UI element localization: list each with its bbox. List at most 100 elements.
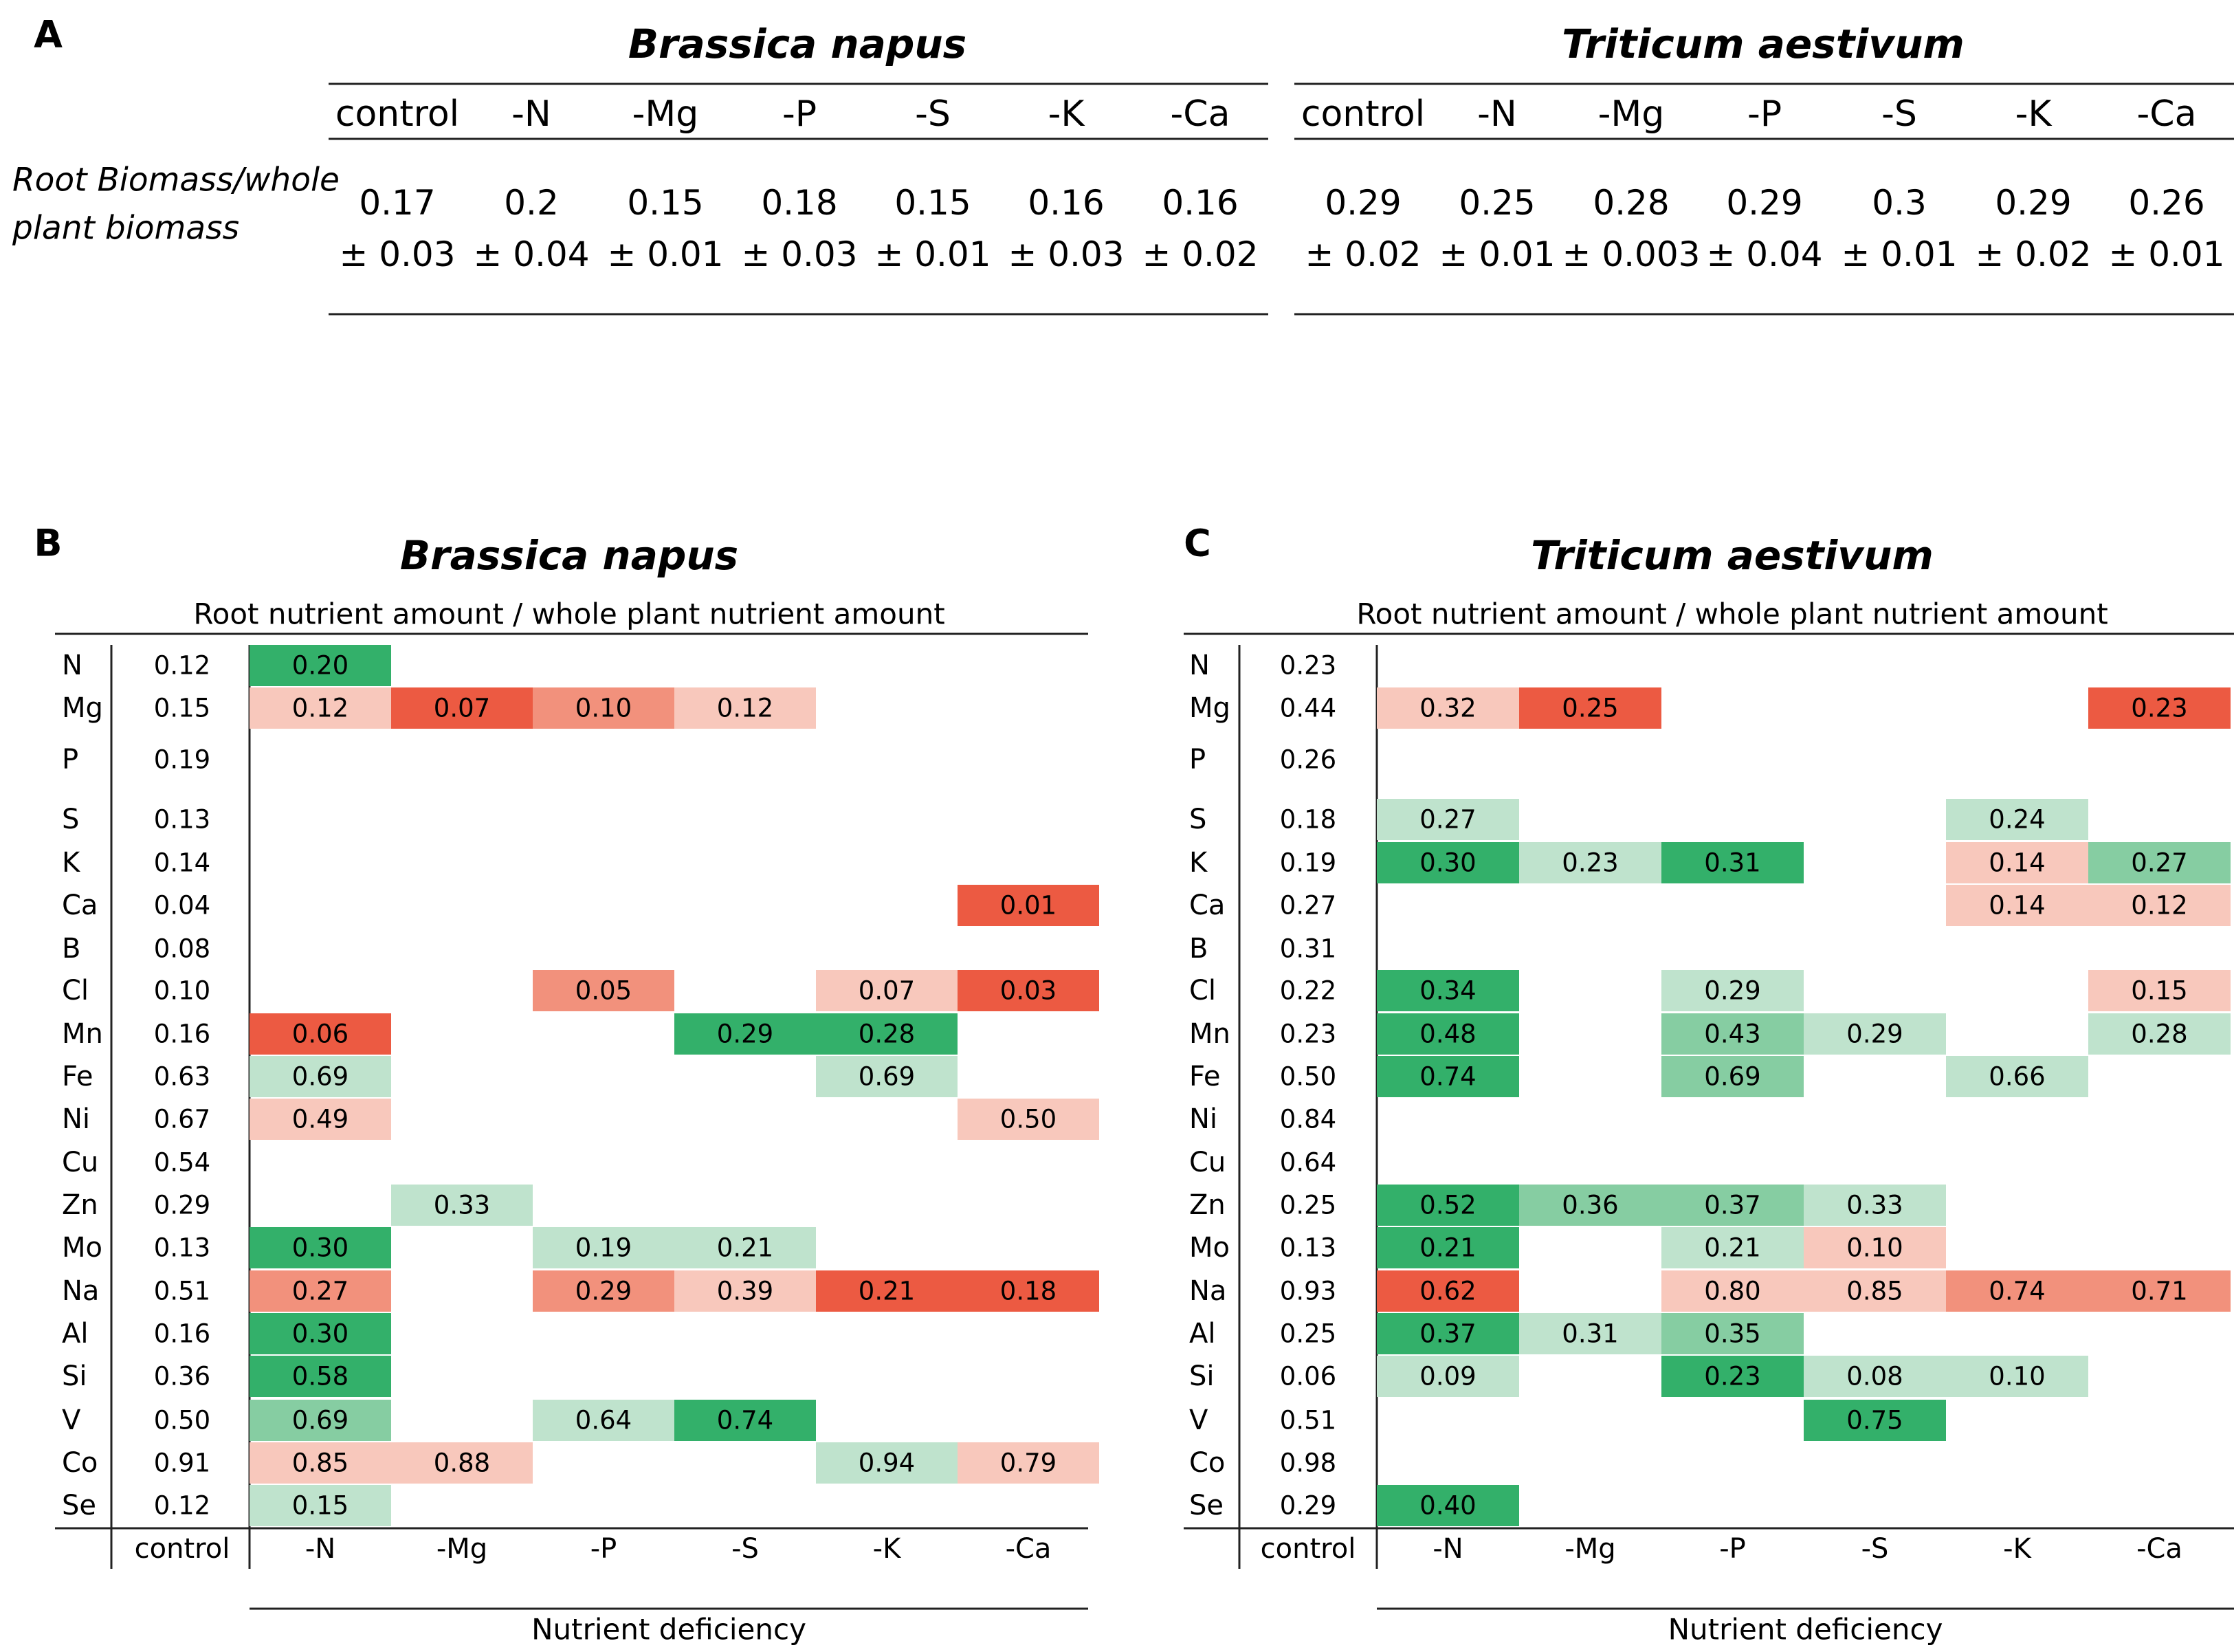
heatmap-cell-value: 0.14 (1989, 848, 2045, 878)
control-value: 0.12 (154, 1491, 210, 1521)
heatmap-cell-value: 0.69 (292, 1062, 349, 1092)
heatmap-cell-value: 0.37 (1704, 1191, 1760, 1220)
heatmap-cell (250, 1356, 391, 1397)
heatmap-cell-value: 0.66 (1989, 1062, 2045, 1092)
biomass-value: 0.3 (1872, 183, 1927, 223)
control-value: 0.64 (1280, 1148, 1336, 1178)
element-row-label: Ni (62, 1103, 90, 1135)
heatmap-cell-value: 0.28 (2131, 1020, 2187, 1049)
deficiency-column-label: -P (1719, 1533, 1746, 1565)
biomass-error: ± 0.03 (1008, 234, 1124, 274)
heatmap-cell (250, 1270, 391, 1312)
biomass-value: 0.29 (1726, 183, 1802, 223)
control-value: 0.54 (154, 1148, 210, 1178)
biomass-column-header: -Mg (632, 93, 699, 135)
element-row-label: Mg (1189, 692, 1230, 724)
biomass-value: 0.26 (2128, 183, 2204, 223)
control-value: 0.36 (154, 1362, 210, 1391)
biomass-row-label-line2: plant biomass (12, 210, 239, 247)
heatmap-cell-value: 0.27 (1419, 805, 1476, 835)
heatmap-panel-c: C Triticum aestivum Root nutrient amount /… (1184, 522, 2234, 1647)
element-row-label: Co (62, 1447, 98, 1479)
biomass-value: 0.29 (1995, 183, 2071, 223)
element-row-label: K (62, 847, 81, 879)
element-row-label: Se (62, 1490, 96, 1521)
element-row-label: Mg (62, 692, 103, 724)
element-row-label: Zn (1189, 1189, 1226, 1221)
control-column-label: control (135, 1533, 230, 1565)
heatmap-cell-value: 0.12 (2131, 891, 2187, 921)
heatmap-cell (958, 1442, 1099, 1484)
control-value: 0.67 (154, 1105, 210, 1134)
heatmap-cell-value: 0.30 (1419, 848, 1476, 878)
biomass-column-header: -Mg (1598, 93, 1665, 135)
element-row-label: P (62, 744, 78, 775)
biomass-column-header: -S (1881, 93, 1917, 135)
biomass-value: 0.25 (1459, 183, 1535, 223)
heatmap-cell (1377, 1185, 1519, 1226)
heatmap-cell (1804, 1356, 1946, 1397)
heatmap-cell (391, 1185, 533, 1226)
heatmap-cell-value: 0.31 (1562, 1319, 1618, 1349)
element-row-label: V (62, 1405, 81, 1436)
deficiency-column-label: -Mg (436, 1533, 487, 1565)
biomass-table-species-0: Brassica napus control 0.17 ± 0.03 -N 0.2 ± 0.… (329, 21, 1268, 316)
heatmap-cell (2088, 970, 2231, 1011)
heatmap-cell (250, 1485, 391, 1526)
control-value: 0.63 (154, 1062, 210, 1092)
element-row-label: Ca (1189, 890, 1225, 921)
heatmap-cell-value: 0.64 (575, 1406, 632, 1435)
heatmap-cell (1946, 842, 2088, 883)
heatmap-cell-value: 0.10 (1989, 1362, 2045, 1391)
element-row-label: Zn (62, 1189, 98, 1221)
heatmap-cell (250, 1442, 391, 1484)
element-row-label: V (1189, 1405, 1208, 1436)
control-value: 0.06 (1280, 1362, 1336, 1391)
heatmap-cell (250, 1099, 391, 1140)
element-row-label: S (1189, 804, 1206, 835)
heatmap-cell (1946, 885, 2088, 926)
heatmap-cell (958, 1099, 1099, 1140)
control-value: 0.51 (1280, 1406, 1336, 1435)
control-value: 0.51 (154, 1277, 210, 1306)
biomass-error: ± 0.01 (1841, 234, 1957, 274)
heatmap-cell (1804, 1227, 1946, 1268)
heatmap-cell (1377, 687, 1519, 729)
heatmap-cell-value: 0.23 (1704, 1362, 1760, 1391)
heatmap-cell-value: 0.50 (1000, 1105, 1057, 1134)
control-value: 0.29 (1280, 1491, 1336, 1521)
biomass-value: 0.29 (1325, 183, 1401, 223)
biomass-value: 0.16 (1162, 183, 1238, 223)
heatmap-cell (816, 1013, 958, 1055)
panel-label: B (34, 522, 62, 565)
control-value: 0.08 (154, 934, 210, 964)
heatmap-cell-value: 0.24 (1989, 805, 2045, 835)
deficiency-column-label: -K (2003, 1533, 2032, 1565)
heatmap-cell (958, 885, 1099, 926)
biomass-table-species-1: Triticum aestivum control 0.29 ± 0.02 -N 0.25… (1294, 21, 2234, 316)
element-row-label: Ca (62, 890, 98, 921)
heatmap-cell-value: 0.21 (717, 1233, 773, 1263)
biomass-value: 0.28 (1593, 183, 1669, 223)
heatmap-cell-value: 0.12 (717, 694, 773, 723)
biomass-error: ± 0.01 (1439, 234, 1555, 274)
control-value: 0.50 (1280, 1062, 1336, 1092)
heatmap-cell (1377, 1056, 1519, 1097)
heatmap-cell (1946, 1270, 2088, 1312)
heatmap-cell-value: 0.23 (1562, 848, 1618, 878)
biomass-value: 0.17 (359, 183, 435, 223)
heatmap-cell-value: 0.29 (1846, 1020, 1903, 1049)
heatmap-cell (816, 970, 958, 1011)
heatmap-cell-value: 0.74 (1989, 1277, 2045, 1306)
biomass-error: ± 0.01 (2108, 234, 2224, 274)
element-row-label: B (1189, 933, 1208, 965)
heatmap-cell (1661, 1056, 1804, 1097)
heatmap-cell (2088, 842, 2231, 883)
heatmap-cell (1377, 799, 1519, 840)
biomass-error: ± 0.01 (607, 234, 723, 274)
element-row-label: N (1189, 650, 1210, 681)
heatmap-cell-value: 0.30 (292, 1233, 349, 1263)
element-row-label: Cu (1189, 1147, 1226, 1178)
heatmap-cell (250, 1056, 391, 1097)
